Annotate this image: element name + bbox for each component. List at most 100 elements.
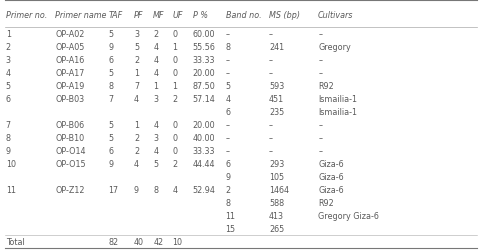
Text: –: – [318,146,322,156]
Text: 241: 241 [269,42,284,51]
Text: 105: 105 [269,172,284,182]
Text: –: – [269,120,273,130]
Text: Ismailia-1: Ismailia-1 [318,94,357,104]
Text: 6: 6 [108,146,113,156]
Text: 5: 5 [108,68,114,78]
Text: 1: 1 [173,82,177,90]
Text: –: – [318,120,322,130]
Text: 82: 82 [108,238,119,246]
Text: OP-A02: OP-A02 [55,30,85,38]
Text: Giza-6: Giza-6 [318,172,344,182]
Text: 1: 1 [173,42,177,51]
Text: –: – [269,134,273,142]
Text: 7: 7 [108,94,114,104]
Text: OP-B06: OP-B06 [55,120,84,130]
Text: 8: 8 [6,134,11,142]
Text: 9: 9 [108,160,114,168]
Text: 4: 4 [153,146,158,156]
Text: 2: 2 [6,42,11,51]
Text: 5: 5 [6,82,11,90]
Text: 40: 40 [134,238,144,246]
Text: 5: 5 [108,134,114,142]
Text: PF: PF [134,11,144,20]
Text: 6: 6 [6,94,11,104]
Text: 6: 6 [108,56,113,64]
Text: 1: 1 [6,30,11,38]
Text: 8: 8 [153,186,158,194]
Text: TAF: TAF [108,11,123,20]
Text: 2: 2 [173,94,178,104]
Text: 9: 9 [6,146,11,156]
Text: OP-A16: OP-A16 [55,56,85,64]
Text: 265: 265 [269,224,284,234]
Text: 2: 2 [153,30,159,38]
Text: 3: 3 [6,56,11,64]
Text: 2: 2 [173,160,178,168]
Text: OP-A05: OP-A05 [55,42,85,51]
Text: 7: 7 [6,120,11,130]
Text: 1: 1 [134,120,139,130]
Text: 87.50: 87.50 [193,82,215,90]
Text: 0: 0 [173,30,177,38]
Text: 6: 6 [226,160,230,168]
Text: 20.00: 20.00 [193,68,215,78]
Text: 4: 4 [226,94,230,104]
Text: –: – [269,56,273,64]
Text: 4: 4 [134,94,139,104]
Text: –: – [318,56,322,64]
Text: R92: R92 [318,198,334,207]
Text: 1: 1 [153,82,158,90]
Text: MS (bp): MS (bp) [269,11,300,20]
Text: 1: 1 [134,68,139,78]
Text: 5: 5 [153,160,159,168]
Text: 4: 4 [153,42,158,51]
Text: –: – [226,146,229,156]
Text: 60.00: 60.00 [193,30,215,38]
Text: OP-A17: OP-A17 [55,68,85,78]
Text: –: – [226,120,229,130]
Text: Cultivars: Cultivars [318,11,353,20]
Text: 4: 4 [153,120,158,130]
Text: OP-A19: OP-A19 [55,82,85,90]
Text: 55.56: 55.56 [193,42,215,51]
Text: 52.94: 52.94 [193,186,215,194]
Text: 3: 3 [153,134,158,142]
Text: 293: 293 [269,160,284,168]
Text: 0: 0 [173,68,177,78]
Text: Band no.: Band no. [226,11,261,20]
Text: –: – [269,68,273,78]
Text: 8: 8 [226,198,230,207]
Text: OP-O15: OP-O15 [55,160,86,168]
Text: UF: UF [173,11,183,20]
Text: 10: 10 [6,160,16,168]
Text: –: – [226,30,229,38]
Text: Total: Total [6,238,25,246]
Text: 4: 4 [134,160,139,168]
Text: Giza-6: Giza-6 [318,160,344,168]
Text: –: – [269,30,273,38]
Text: 44.44: 44.44 [193,160,215,168]
Text: 17: 17 [108,186,119,194]
Text: 42: 42 [153,238,163,246]
Text: 0: 0 [173,56,177,64]
Text: 0: 0 [173,120,177,130]
Text: Gregory: Gregory [318,42,351,51]
Text: 2: 2 [134,134,139,142]
Text: 2: 2 [134,146,139,156]
Text: 15: 15 [226,224,236,234]
Text: 5: 5 [108,120,114,130]
Text: –: – [318,134,322,142]
Text: 11: 11 [6,186,16,194]
Text: –: – [226,68,229,78]
Text: 6: 6 [226,108,230,116]
Text: 8: 8 [226,42,230,51]
Text: 8: 8 [108,82,113,90]
Text: 40.00: 40.00 [193,134,215,142]
Text: 5: 5 [108,30,114,38]
Text: Gregory Giza-6: Gregory Giza-6 [318,212,379,220]
Text: 588: 588 [269,198,284,207]
Text: 0: 0 [173,134,177,142]
Text: OP-B03: OP-B03 [55,94,84,104]
Text: 9: 9 [226,172,231,182]
Text: 2: 2 [226,186,231,194]
